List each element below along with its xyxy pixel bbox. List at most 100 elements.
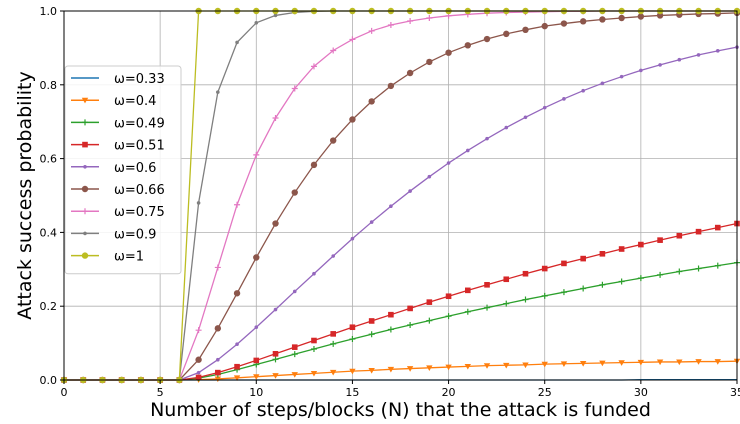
data-point (426, 15, 433, 22)
data-point (483, 363, 491, 369)
data-point (273, 13, 278, 18)
data-point (639, 68, 643, 73)
legend-item: ω=0.75 (71, 205, 165, 220)
data-point (658, 63, 662, 67)
legend-item: ω=0.49 (71, 116, 165, 131)
data-point (215, 369, 221, 376)
legend-swatch-marker (82, 208, 88, 215)
data-point (561, 260, 567, 267)
data-point (234, 201, 241, 208)
x-axis-label: Number of steps/blocks (N) that the atta… (150, 399, 651, 421)
data-point (522, 270, 529, 277)
data-point (445, 293, 452, 300)
data-point (349, 336, 356, 343)
data-point (466, 148, 470, 153)
data-point (387, 366, 395, 373)
data-point (637, 359, 645, 366)
legend-label: ω=0.51 (114, 139, 165, 154)
y-tick-label: 0.2 (40, 300, 58, 313)
series-3 (61, 259, 740, 383)
data-point (388, 311, 394, 318)
x-tick-label: 30 (634, 386, 648, 399)
legend: ω=0.33 ω=0.4 ω=0.49 ω=0.51 ω=0.6 ω=0.66 ω=0.75… (64, 65, 182, 275)
data-point (523, 115, 528, 120)
data-point (560, 20, 568, 27)
data-point (196, 370, 201, 375)
data-point (560, 361, 568, 367)
legend-label: ω=0.6 (114, 161, 156, 176)
data-point (522, 362, 529, 369)
data-point (503, 362, 510, 369)
data-point (233, 375, 241, 381)
data-point (406, 69, 414, 77)
data-point (330, 137, 337, 144)
data-point (676, 359, 683, 366)
data-point (599, 360, 606, 367)
data-point (368, 368, 375, 374)
data-point (522, 296, 529, 303)
data-point (272, 356, 279, 363)
data-point (368, 318, 375, 324)
data-point (389, 204, 393, 209)
legend-label: ω=0.9 (114, 227, 156, 242)
x-tick-label: 15 (345, 386, 359, 399)
series-line (64, 360, 738, 381)
y-tick-label: 0.0 (40, 374, 58, 387)
data-point (599, 251, 606, 257)
data-point (407, 305, 413, 312)
legend-label: ω=0.4 (114, 94, 156, 109)
data-point (600, 81, 605, 86)
legend-item: ω=0.33 (71, 72, 165, 87)
data-point (310, 370, 318, 377)
data-point (581, 88, 585, 93)
data-point (233, 290, 241, 297)
data-point (657, 271, 664, 278)
legend-item: ω=0.66 (71, 183, 165, 198)
data-point (272, 115, 279, 122)
data-point (542, 105, 547, 110)
data-point (599, 281, 606, 288)
data-point (330, 47, 337, 54)
data-point (541, 292, 548, 299)
data-point (387, 22, 394, 29)
x-tick-label: 35 (730, 386, 740, 399)
data-point (714, 224, 721, 231)
data-point (676, 268, 683, 275)
legend-swatch-marker (81, 185, 89, 193)
x-tick-label: 10 (249, 386, 263, 399)
data-point (253, 357, 260, 364)
data-point (503, 300, 510, 307)
x-tick-label: 25 (538, 386, 552, 399)
data-point (368, 331, 375, 338)
data-point (656, 359, 664, 366)
data-point (214, 264, 221, 271)
axis-ticks: 0 5 10 15 20 25 30 35 0.0 0.2 0.4 0.6 0.8 1.0 (40, 5, 740, 399)
data-point (637, 275, 644, 282)
data-point (349, 36, 356, 43)
data-point (426, 317, 433, 324)
y-tick-label: 0.6 (40, 153, 58, 166)
legend-swatch-marker (81, 252, 89, 259)
data-point (599, 16, 606, 23)
data-point (522, 26, 529, 34)
data-point (368, 27, 375, 34)
data-point (445, 313, 452, 320)
data-point (579, 18, 587, 25)
data-point (426, 365, 433, 372)
data-point (216, 90, 220, 94)
legend-item: ω=0.4 (71, 94, 156, 109)
data-point (195, 374, 202, 381)
data-point (445, 364, 452, 371)
x-tick-label: 5 (157, 386, 164, 399)
data-point (677, 57, 682, 62)
data-point (235, 40, 239, 45)
data-point (618, 360, 625, 366)
data-point (465, 287, 471, 294)
data-point (312, 271, 316, 276)
data-point (562, 97, 566, 101)
data-point (464, 42, 471, 49)
data-point (253, 254, 260, 261)
data-point (541, 265, 548, 272)
plot-frame (63, 10, 738, 381)
